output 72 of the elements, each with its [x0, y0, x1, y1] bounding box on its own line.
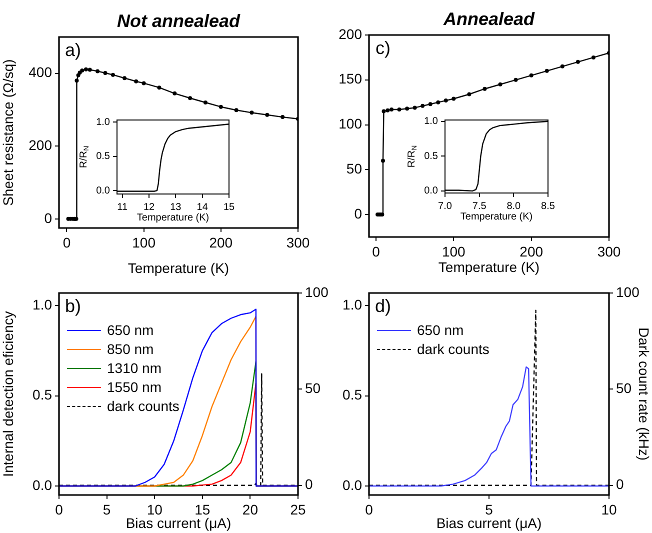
- x-tick-label: 7.0: [438, 200, 452, 212]
- y2-tick-label: 50: [305, 380, 321, 396]
- x-tick-label: 0: [365, 501, 374, 518]
- x-axis-title: Bias current (μA): [436, 514, 542, 531]
- y-tick-label: 0.5: [424, 150, 438, 162]
- annotation: a): [65, 40, 82, 60]
- x-tick-label: 0: [55, 501, 64, 518]
- annotation: b): [65, 296, 82, 316]
- x-axis-title: Temperature (K): [438, 258, 540, 275]
- x-tick-label: 200: [209, 234, 233, 250]
- y-tick-label: 150: [338, 70, 362, 87]
- y-tick-label: 0.0: [424, 186, 438, 197]
- y-tick-label: 0.0: [96, 185, 110, 196]
- legend-label: dark counts: [417, 340, 490, 359]
- y-tick-label: 1.0: [32, 296, 52, 312]
- x-tick-label: 11: [117, 202, 128, 213]
- chart-title: Not annealead: [116, 10, 242, 31]
- y-tick-label: 1.0: [424, 116, 438, 128]
- x-tick-label: 25: [290, 501, 306, 518]
- x-tick-label: 10: [146, 501, 163, 518]
- x-tick-label: 100: [132, 234, 156, 250]
- y-axis-title: Internal detection eficiency: [0, 311, 16, 477]
- legend-label: 1550 nm: [107, 378, 162, 397]
- x-tick-label: 200: [520, 243, 544, 260]
- annotation: c): [376, 38, 391, 58]
- x-tick-label: 14: [196, 202, 208, 213]
- y-axis-title: Sheet resistance (Ω/sq): [0, 59, 16, 206]
- x-tick-label: 15: [194, 501, 210, 518]
- y2-tick-label: 0: [305, 476, 313, 492]
- y-tick-label: 0.0: [342, 476, 362, 493]
- x-axis-title: Temperature (K): [136, 212, 210, 224]
- legend-label: 650 nm: [107, 321, 154, 340]
- x-tick-label: 5: [102, 501, 111, 518]
- x-tick-label: 0: [62, 234, 71, 250]
- y2-tick-label: 100: [305, 284, 329, 300]
- x-tick-label: 0: [372, 243, 380, 260]
- x-tick-label: 300: [597, 243, 621, 260]
- legend-label: 850 nm: [107, 340, 154, 359]
- x-axis-title: Bias current (μA): [126, 514, 232, 531]
- x-tick-label: 20: [242, 501, 258, 518]
- annotation: d): [375, 296, 392, 316]
- y-tick-label: 0.5: [96, 151, 110, 162]
- y-tick-label: 50: [346, 160, 362, 177]
- y-tick-label: 1.0: [96, 116, 110, 128]
- y2-tick-label: 50: [616, 380, 632, 396]
- x-tick-label: 13: [170, 202, 182, 213]
- y-tick-label: 200: [338, 26, 362, 42]
- y-tick-label: 0.0: [32, 476, 52, 493]
- y2-tick-label: 0: [616, 476, 624, 492]
- chart-title: Annealead: [442, 8, 536, 29]
- y-tick-label: 400: [28, 64, 52, 80]
- y2-axis-title: Dark count rate (kHz): [636, 327, 652, 461]
- x-tick-label: 8.5: [541, 200, 556, 212]
- x-tick-label: 12: [143, 202, 155, 213]
- x-tick-label: 100: [442, 243, 466, 260]
- x-tick-label: 10: [601, 501, 617, 518]
- x-axis-title: Temperature (K): [128, 260, 230, 276]
- x-axis-title: Temperature (K): [460, 211, 533, 222]
- y2-tick-label: 100: [616, 284, 640, 300]
- y-tick-label: 200: [28, 137, 52, 153]
- y-tick-label: 1.0: [342, 296, 362, 312]
- legend-label: 1310 nm: [107, 359, 162, 378]
- y-tick-label: 100: [338, 116, 362, 132]
- y-tick-label: 0.5: [342, 386, 362, 403]
- legend-label: dark counts: [107, 397, 180, 416]
- x-tick-label: 7.5: [472, 200, 487, 212]
- x-tick-label: 5: [485, 501, 494, 518]
- legend-label: 650 nm: [417, 321, 464, 340]
- y-tick-label: 0.5: [32, 386, 52, 403]
- x-tick-label: 8.0: [506, 200, 522, 212]
- x-tick-label: 300: [286, 234, 310, 250]
- x-tick-label: 15: [223, 202, 235, 213]
